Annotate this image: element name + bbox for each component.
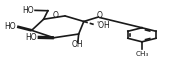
Text: HO: HO bbox=[23, 6, 34, 15]
Text: HO: HO bbox=[5, 22, 16, 31]
Text: HO: HO bbox=[25, 33, 37, 42]
Text: CH₃: CH₃ bbox=[135, 51, 149, 57]
Text: OH: OH bbox=[72, 40, 84, 49]
Text: 'OH: 'OH bbox=[97, 21, 110, 30]
Text: O: O bbox=[52, 11, 58, 20]
Text: O: O bbox=[96, 11, 102, 20]
